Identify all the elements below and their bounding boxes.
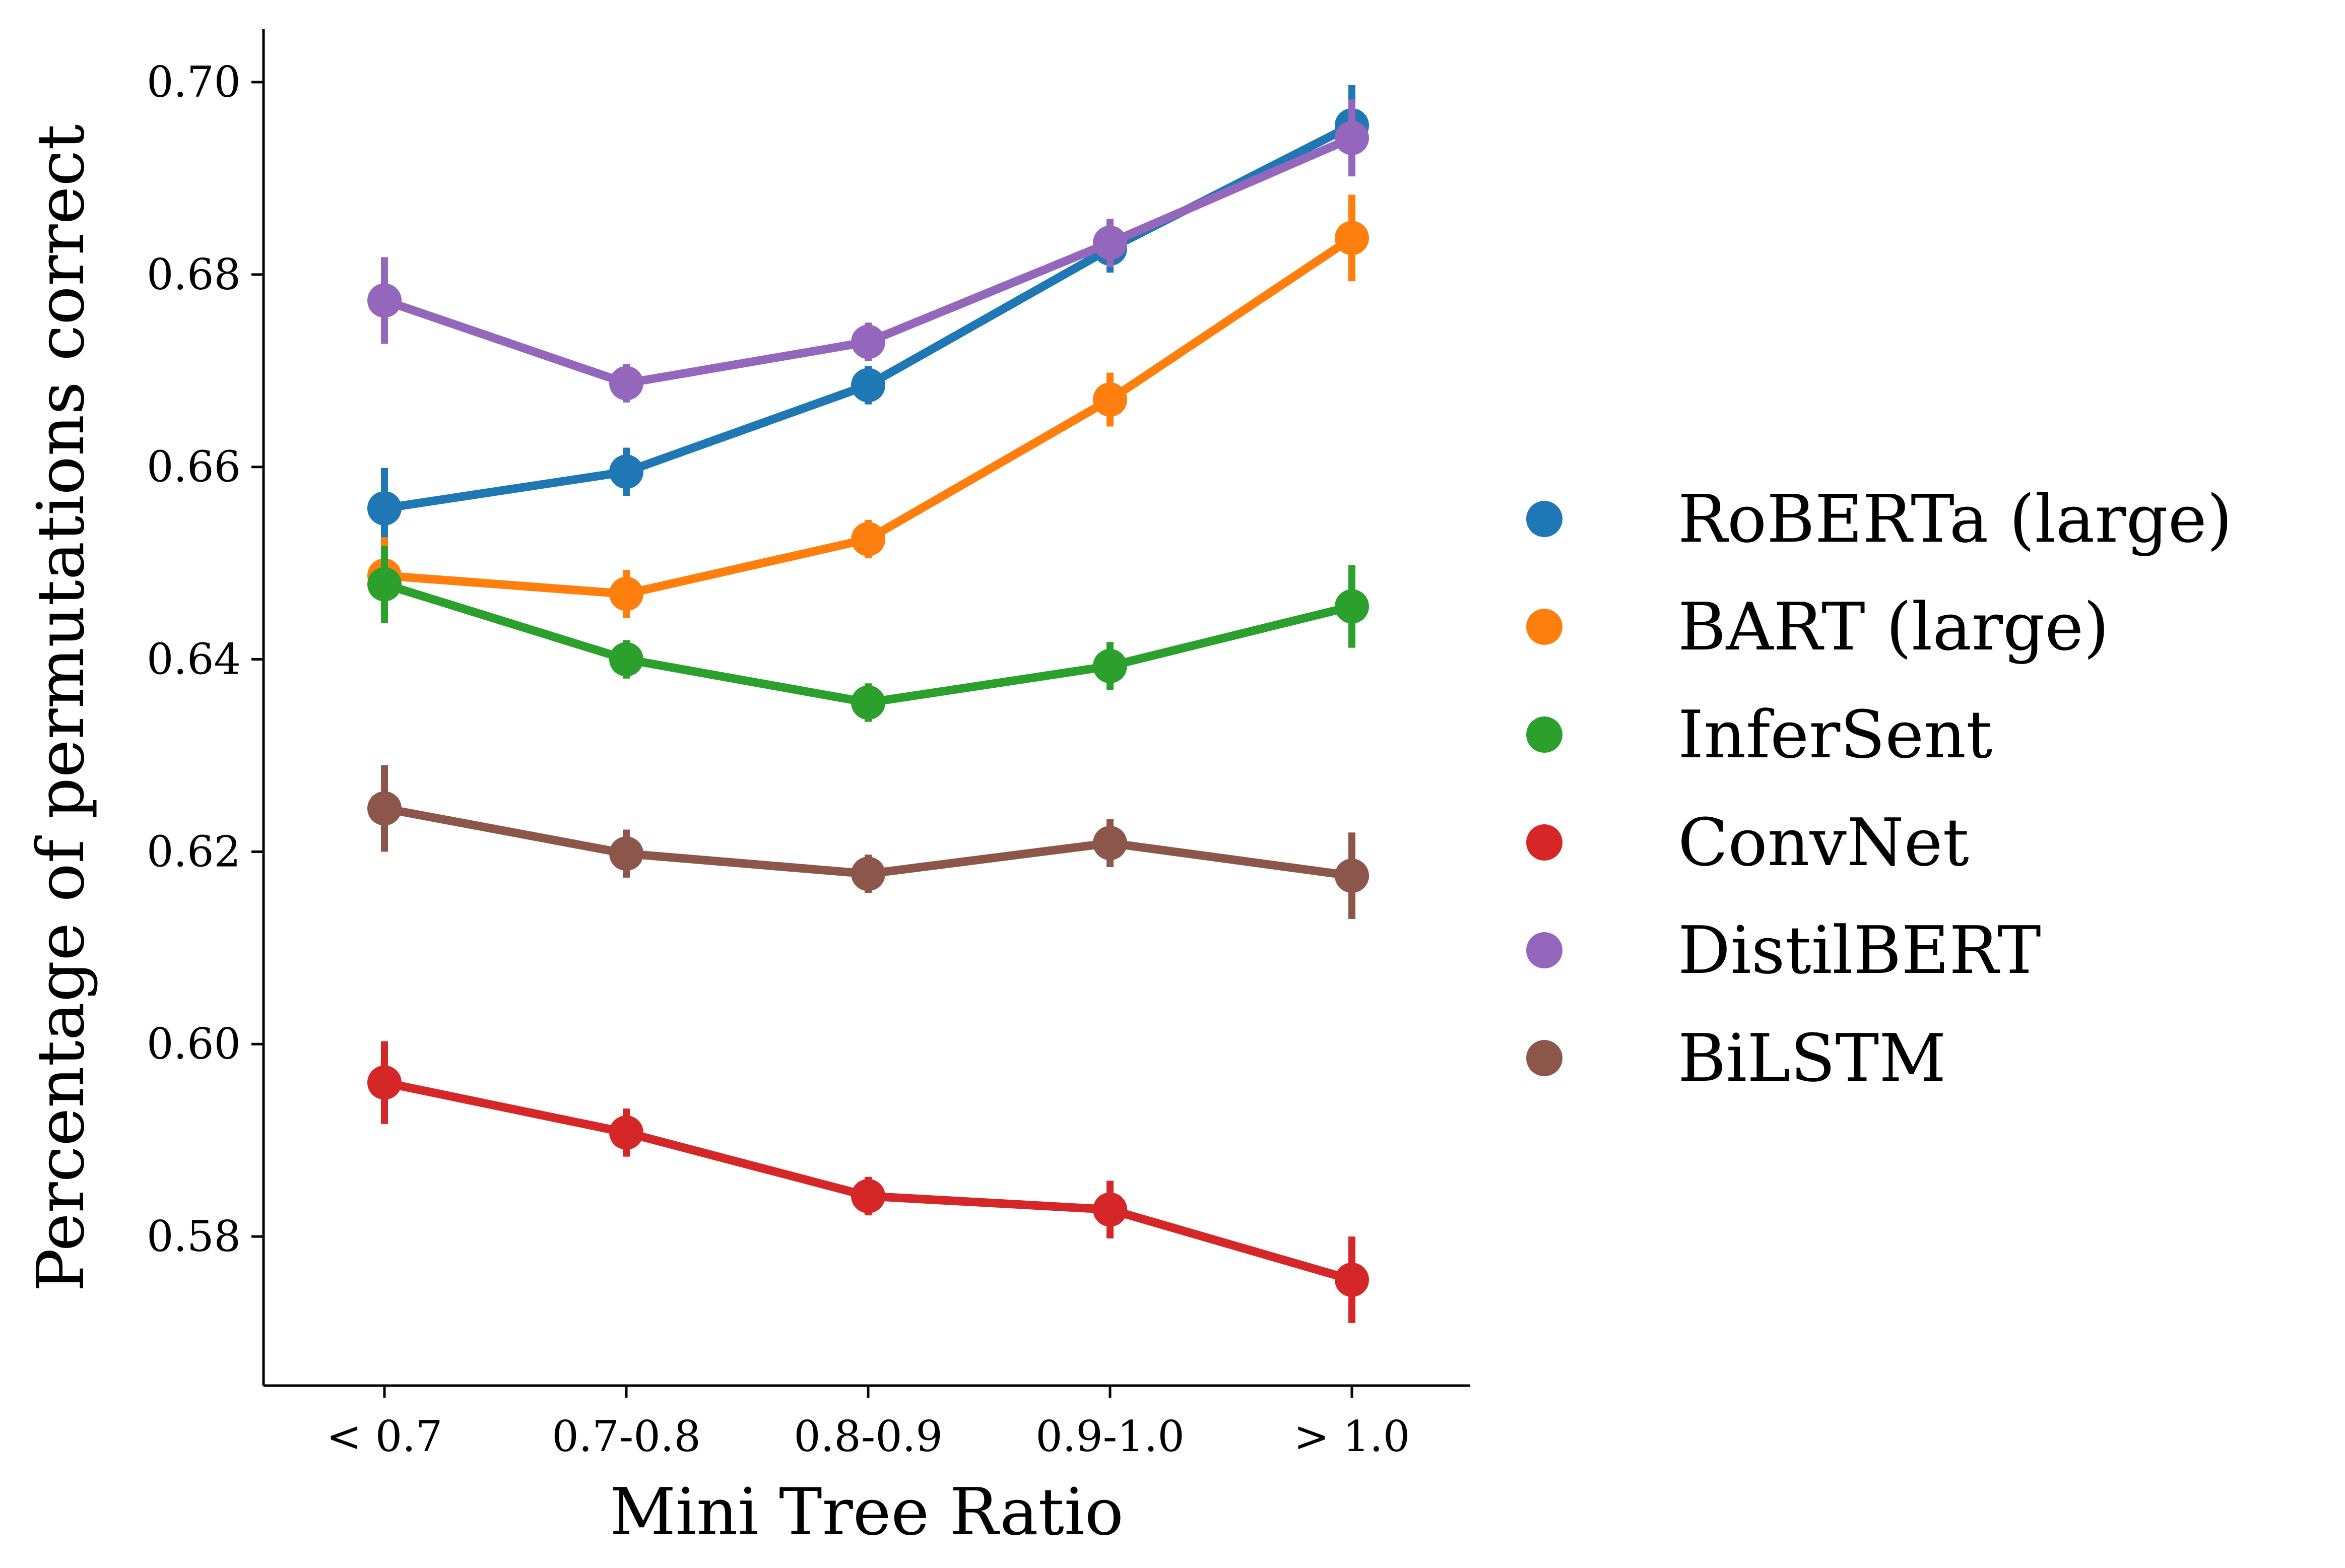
series-infersent xyxy=(367,546,1369,722)
x-axis-title: Mini Tree Ratio xyxy=(610,1475,1124,1550)
y-tick-label: 0.66 xyxy=(147,442,241,492)
data-point xyxy=(367,491,402,526)
data-point xyxy=(851,368,885,403)
legend-label: BiLSTM xyxy=(1678,1020,1946,1096)
legend-marker xyxy=(1526,824,1562,861)
y-tick-label: 0.70 xyxy=(147,57,241,107)
series-distilbert xyxy=(367,99,1369,403)
data-point xyxy=(851,1179,885,1213)
legend-marker xyxy=(1526,609,1562,645)
legend: RoBERTa (large) BART (large) InferSent Conv… xyxy=(1526,481,2232,1096)
data-point xyxy=(1093,225,1127,260)
series-roberta-large xyxy=(367,85,1369,549)
legend-item: ConvNet xyxy=(1526,804,1969,881)
data-point xyxy=(1335,120,1369,155)
x-tick-label: < 0.7 xyxy=(327,1412,443,1461)
data-point xyxy=(1093,648,1127,683)
legend-item: DistilBERT xyxy=(1526,912,2041,989)
data-point xyxy=(1093,382,1127,417)
y-tick-label: 0.60 xyxy=(147,1019,241,1069)
legend-marker xyxy=(1526,932,1562,968)
data-point xyxy=(609,642,643,677)
legend-label: BART (large) xyxy=(1678,589,2109,665)
x-tick-label: 0.9-1.0 xyxy=(1035,1412,1185,1461)
legend-label: InferSent xyxy=(1678,696,1992,773)
data-point xyxy=(1093,826,1127,861)
legend-marker xyxy=(1526,501,1562,537)
data-point xyxy=(851,685,885,720)
y-tick-label: 0.68 xyxy=(147,250,241,299)
legend-label: ConvNet xyxy=(1678,804,1969,881)
legend-item: RoBERTa (large) xyxy=(1526,481,2232,557)
data-point xyxy=(609,366,643,401)
y-axis-title: Percentage of permutations correct xyxy=(24,124,99,1291)
legend-item: BART (large) xyxy=(1526,589,2109,665)
series-bilstm xyxy=(367,765,1369,920)
data-point xyxy=(1335,1262,1369,1297)
data-point xyxy=(367,283,402,318)
data-point xyxy=(609,1115,643,1150)
series-bart-large xyxy=(367,194,1369,618)
data-point xyxy=(1335,859,1369,893)
x-tick-label: 0.8-0.9 xyxy=(794,1412,943,1461)
legend-label: RoBERTa (large) xyxy=(1678,481,2232,557)
legend-label: DistilBERT xyxy=(1678,912,2041,989)
legend-item: InferSent xyxy=(1526,696,1992,773)
data-point xyxy=(609,454,643,489)
data-point xyxy=(367,791,402,826)
data-point xyxy=(851,521,885,556)
legend-item: BiLSTM xyxy=(1526,1020,1946,1096)
data-point xyxy=(367,567,402,602)
y-tick-label: 0.58 xyxy=(147,1212,241,1261)
data-point xyxy=(609,836,643,871)
data-point xyxy=(609,576,643,611)
y-tick-label: 0.62 xyxy=(147,827,241,876)
series-convnet xyxy=(367,1041,1369,1323)
data-point xyxy=(1093,1192,1127,1227)
data-point xyxy=(367,1065,402,1100)
series-layer xyxy=(367,85,1369,1323)
data-point xyxy=(851,857,885,891)
data-point xyxy=(1335,589,1369,624)
data-point xyxy=(851,324,885,359)
x-tick-label: 0.7-0.8 xyxy=(552,1412,701,1461)
ticks-layer: < 0.7 0.7-0.8 0.8-0.9 0.9-1.0 > 1.0 0.58 0.60 0… xyxy=(147,57,1410,1461)
legend-marker xyxy=(1526,1040,1562,1076)
series-line xyxy=(380,121,1356,513)
data-point xyxy=(1335,221,1369,255)
y-tick-label: 0.64 xyxy=(147,635,241,684)
x-tick-label: > 1.0 xyxy=(1294,1412,1410,1461)
legend-marker xyxy=(1526,716,1562,753)
